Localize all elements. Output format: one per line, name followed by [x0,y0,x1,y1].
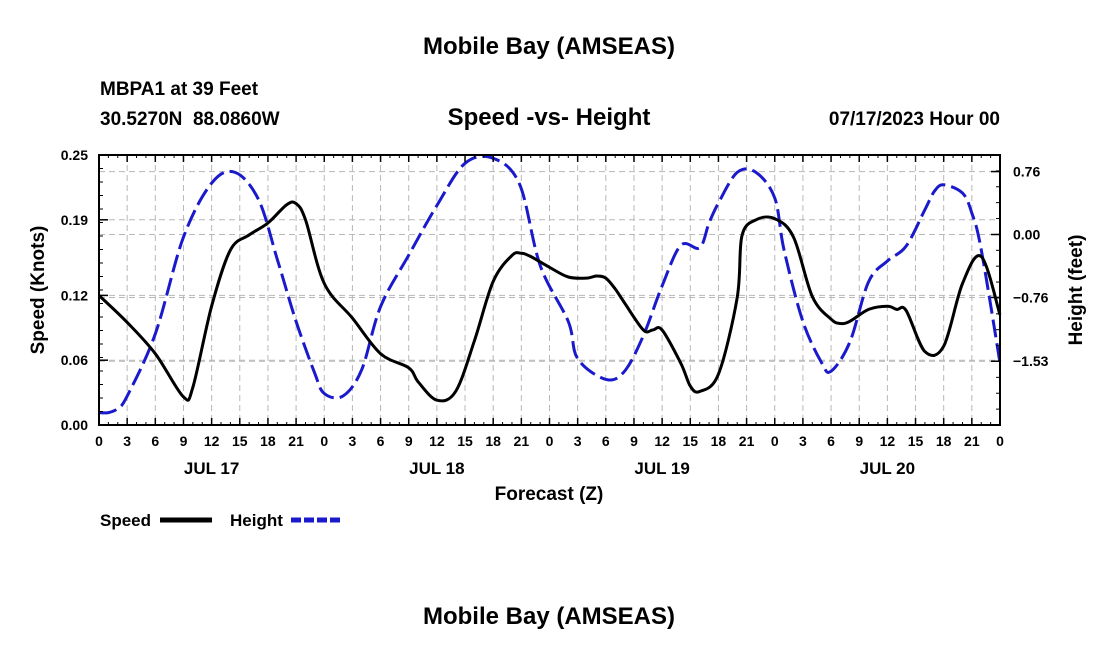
footer-title: Mobile Bay (AMSEAS) [423,603,675,630]
page-title: Mobile Bay (AMSEAS) [423,33,675,60]
y2-tick-label: −0.76 [1013,289,1049,305]
chart-title: Speed -vs- Height [448,104,651,131]
coordinates-label: 30.5270N 88.0860W [100,109,280,130]
x-tick-label: 9 [630,433,638,449]
y-axis-label: Speed (Knots) [28,226,49,355]
grid [99,155,1000,425]
legend: Speed Height [100,511,343,530]
x-tick-label: 0 [320,433,328,449]
day-label: JUL 19 [634,459,689,478]
run-time-label: 07/17/2023 Hour 00 [829,109,1000,130]
y-tick-label: 0.19 [61,212,88,228]
x-tick-label: 21 [514,433,530,449]
series-layer [97,154,1002,415]
x-tick-label: 15 [232,433,248,449]
x-tick-label: 0 [546,433,554,449]
x-tick-label: 3 [799,433,807,449]
axis-ticks: 0 3 6 9 12 15 18 21 0 3 6 9 12 15 18 21 0 3 6 9 12 15 18 21 0 3 6 9… [61,147,1049,478]
x-tick-label: 9 [855,433,863,449]
series-line-speed [97,200,1002,403]
day-label: JUL 18 [409,459,464,478]
y2-axis-label: Height (feet) [1066,235,1087,346]
series-line-height [98,154,1002,415]
x-tick-label: 0 [996,433,1004,449]
x-tick-label: 0 [95,433,103,449]
day-label: JUL 20 [860,459,915,478]
x-tick-label: 18 [485,433,501,449]
x-tick-label: 6 [151,433,159,449]
y-tick-label: 0.00 [61,417,88,433]
x-tick-label: 12 [204,433,220,449]
x-tick-label: 21 [964,433,980,449]
x-axis-label: Forecast (Z) [495,484,604,505]
y-tick-label: 0.12 [61,287,88,303]
legend-speed-label: Speed [100,511,151,530]
y2-tick-label: 0.76 [1013,164,1040,180]
x-tick-label: 9 [180,433,188,449]
x-tick-label: 12 [880,433,896,449]
y2-tick-label: 0.00 [1013,227,1040,243]
legend-height-label: Height [230,511,283,530]
y-tick-label: 0.06 [61,352,88,368]
x-tick-label: 0 [771,433,779,449]
x-tick-label: 3 [123,433,131,449]
x-tick-label: 18 [936,433,952,449]
x-tick-label: 3 [574,433,582,449]
x-tick-label: 15 [682,433,698,449]
x-tick-label: 15 [457,433,473,449]
x-tick-label: 6 [377,433,385,449]
x-tick-label: 9 [405,433,413,449]
x-tick-label: 18 [711,433,727,449]
x-tick-label: 18 [260,433,276,449]
x-tick-label: 21 [739,433,755,449]
station-label: MBPA1 at 39 Feet [100,79,259,100]
x-tick-label: 21 [288,433,304,449]
y-tick-label: 0.25 [61,147,88,163]
x-tick-label: 12 [429,433,445,449]
x-tick-label: 12 [654,433,670,449]
x-tick-label: 3 [349,433,357,449]
y2-tick-label: −1.53 [1013,353,1049,369]
day-label: JUL 17 [184,459,239,478]
x-tick-label: 6 [602,433,610,449]
x-tick-label: 15 [908,433,924,449]
x-tick-label: 6 [827,433,835,449]
